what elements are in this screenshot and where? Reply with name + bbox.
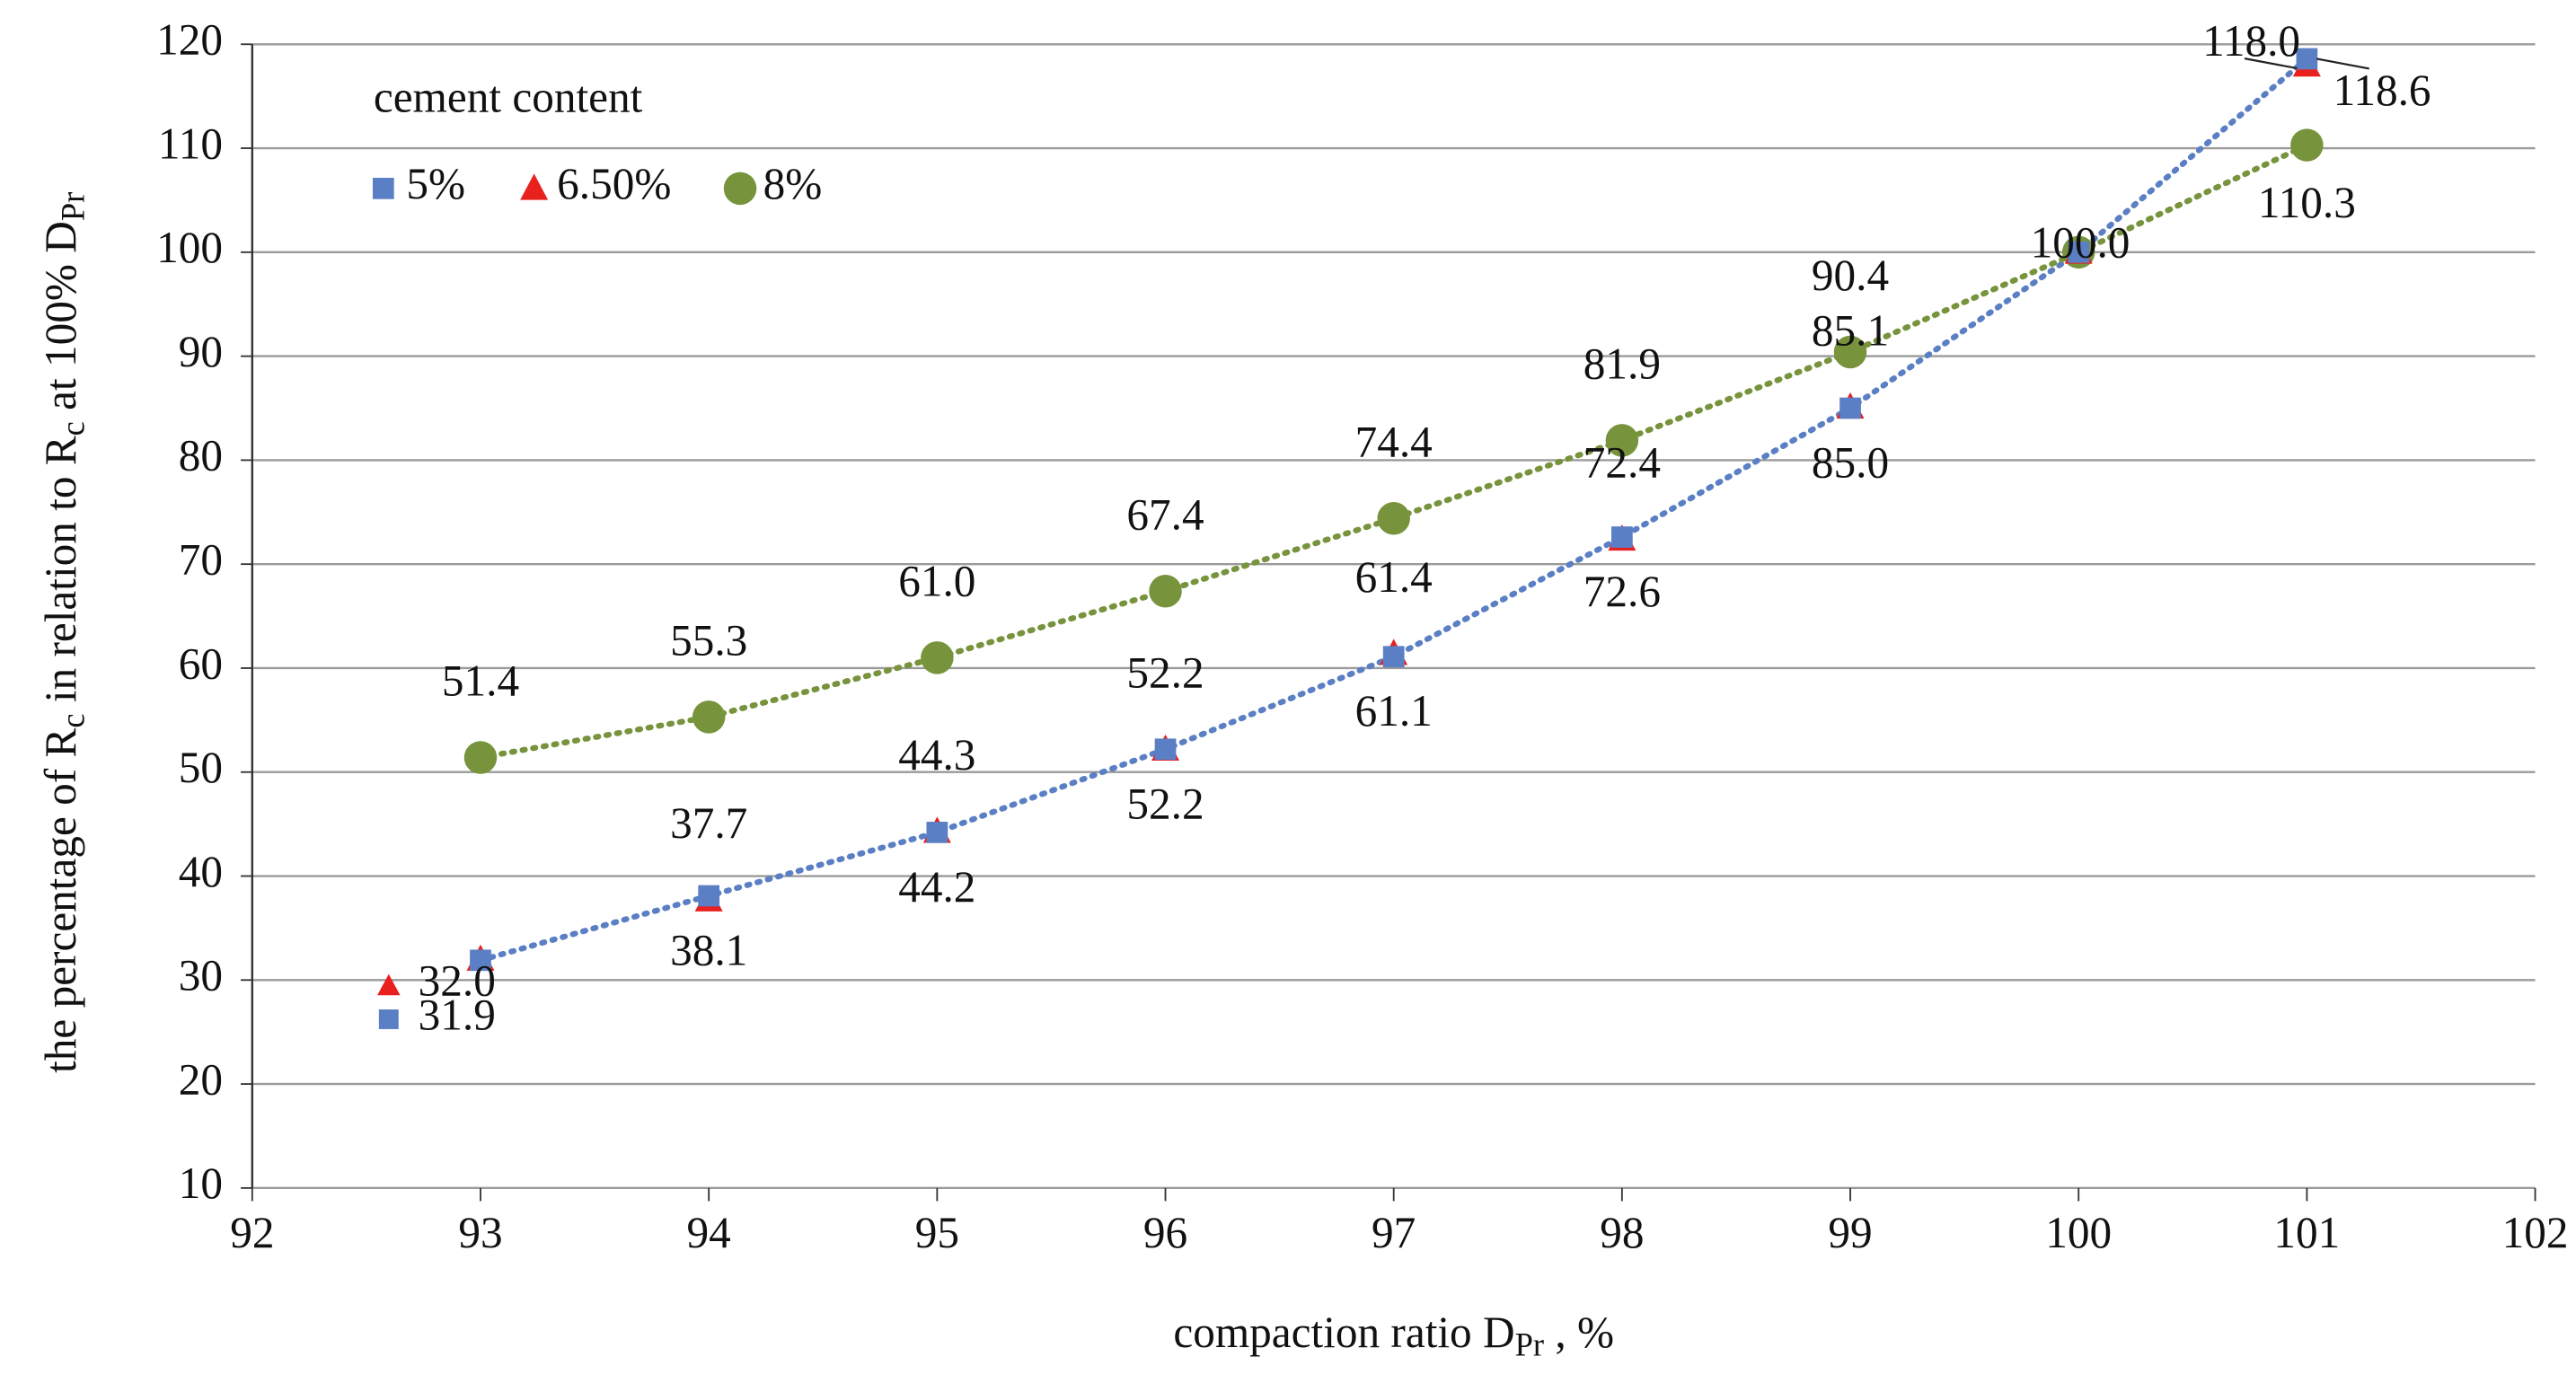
point bbox=[1833, 335, 1867, 369]
y-tick-label: 110 bbox=[158, 119, 223, 168]
data-label: 72.6 bbox=[1584, 567, 1661, 616]
subscript: c bbox=[55, 713, 92, 727]
y-tick-label: 20 bbox=[179, 1054, 223, 1104]
label-key bbox=[377, 973, 401, 996]
legend-marker bbox=[372, 177, 394, 199]
legend-label: 5% bbox=[406, 159, 465, 208]
y-tick-label: 100 bbox=[156, 223, 223, 272]
data-label: 100.0 bbox=[2031, 218, 2130, 268]
data-label: 61.4 bbox=[1355, 552, 1433, 602]
x-tick-label: 102 bbox=[2502, 1208, 2569, 1257]
x-tick-label: 92 bbox=[230, 1208, 274, 1257]
trend-line bbox=[477, 142, 2310, 761]
label-part: in relation to R bbox=[36, 436, 85, 713]
data-label: 31.9 bbox=[419, 990, 496, 1039]
x-axis-label: compaction ratio DPr , % bbox=[1173, 1308, 1614, 1363]
point bbox=[470, 949, 491, 972]
data-label: 85.0 bbox=[1812, 438, 1889, 488]
data-label: 81.9 bbox=[1584, 339, 1661, 388]
data-label: 72.4 bbox=[1584, 437, 1661, 487]
data-label: 37.7 bbox=[670, 798, 747, 848]
point bbox=[1382, 646, 1405, 668]
point bbox=[1611, 526, 1633, 548]
y-tick-label: 90 bbox=[179, 327, 223, 376]
point bbox=[1149, 575, 1182, 608]
data-label: 38.1 bbox=[670, 926, 747, 975]
point bbox=[1154, 738, 1177, 761]
y-axis-label: the percentage of Rc in relation to Rc a… bbox=[36, 192, 92, 1073]
y-tick-label: 70 bbox=[179, 534, 223, 584]
legend-label: 8% bbox=[763, 159, 823, 208]
point bbox=[921, 641, 954, 674]
subscript: Pr bbox=[55, 192, 92, 221]
legend-title: cement content bbox=[374, 72, 643, 121]
y-tick-label: 40 bbox=[179, 847, 223, 896]
point bbox=[2290, 128, 2324, 162]
point bbox=[1605, 424, 1639, 457]
point bbox=[2296, 48, 2318, 70]
x-tick-label: 97 bbox=[1372, 1208, 1416, 1257]
subscript: c bbox=[55, 421, 92, 436]
data-label: 118.0 bbox=[2202, 16, 2300, 66]
x-tick-label: 93 bbox=[458, 1208, 502, 1257]
x-tick-label: 100 bbox=[2045, 1208, 2112, 1257]
x-tick-label: 98 bbox=[1600, 1208, 1644, 1257]
label-part: compaction ratio D bbox=[1173, 1308, 1514, 1357]
x-tick-label: 99 bbox=[1828, 1208, 1872, 1257]
point bbox=[926, 822, 948, 843]
data-label: 90.4 bbox=[1812, 251, 1889, 300]
data-label: 110.3 bbox=[2258, 178, 2356, 227]
point bbox=[698, 885, 720, 907]
point bbox=[463, 741, 498, 774]
y-tick-label: 10 bbox=[179, 1158, 223, 1208]
x-tick-label: 101 bbox=[2273, 1208, 2340, 1257]
label-part: , % bbox=[1544, 1308, 1614, 1357]
data-label: 61.1 bbox=[1355, 686, 1433, 736]
point bbox=[1839, 397, 1861, 419]
point bbox=[2068, 241, 2090, 263]
x-tick-label: 94 bbox=[687, 1208, 731, 1257]
point bbox=[1377, 501, 1410, 535]
legend-label: 6.50% bbox=[557, 159, 671, 208]
data-label: 85.1 bbox=[1812, 305, 1889, 355]
data-label: 52.2 bbox=[1126, 647, 1204, 697]
y-tick-label: 30 bbox=[179, 951, 223, 1000]
y-tick-label: 120 bbox=[156, 15, 223, 65]
data-label: 67.4 bbox=[1126, 489, 1204, 539]
label-key bbox=[378, 1009, 399, 1029]
y-tick-label: 80 bbox=[179, 431, 223, 480]
x-tick-label: 96 bbox=[1143, 1208, 1187, 1257]
data-label: 44.2 bbox=[898, 862, 975, 912]
subscript: Pr bbox=[1515, 1326, 1544, 1363]
label-part: at 100% D bbox=[36, 221, 85, 421]
data-label: 61.0 bbox=[898, 556, 975, 605]
data-label: 51.4 bbox=[442, 656, 519, 706]
y-tick-label: 50 bbox=[179, 743, 223, 792]
data-label: 74.4 bbox=[1355, 417, 1433, 466]
data-label: 44.3 bbox=[898, 730, 975, 780]
y-tick-label: 60 bbox=[179, 639, 223, 688]
leader-line bbox=[2244, 57, 2298, 70]
data-label: 32.0 bbox=[419, 956, 496, 1006]
legend-marker bbox=[520, 173, 549, 200]
point bbox=[692, 700, 726, 734]
label-part: the percentage of R bbox=[36, 728, 85, 1073]
data-label: 52.2 bbox=[1126, 779, 1204, 828]
data-label: 118.6 bbox=[2333, 66, 2431, 115]
leader-line bbox=[2316, 57, 2369, 70]
legend-marker bbox=[723, 172, 757, 206]
x-tick-label: 95 bbox=[915, 1208, 959, 1257]
data-label: 55.3 bbox=[670, 615, 747, 665]
